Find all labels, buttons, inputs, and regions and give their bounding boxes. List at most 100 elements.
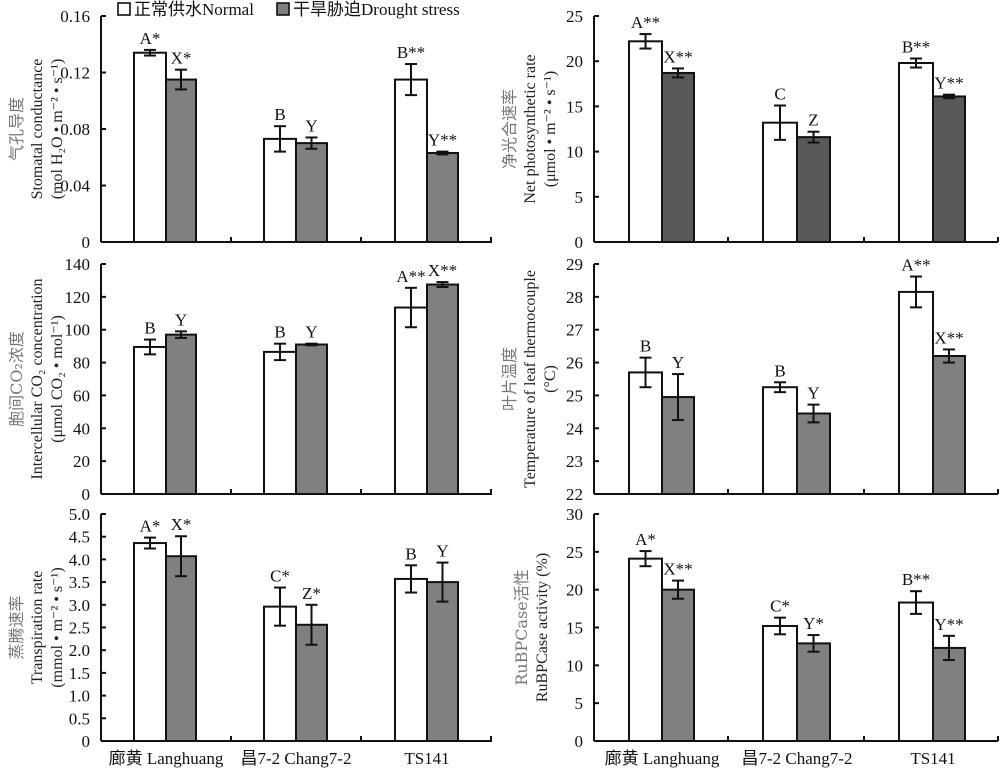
category-label: TS141 (404, 749, 449, 768)
y-tick-label: 10 (566, 143, 583, 162)
error-bar (807, 130, 820, 144)
error-bar (943, 93, 955, 100)
y-tick-label: 5.0 (69, 505, 90, 524)
y-tick-label: 20 (73, 452, 90, 471)
y-tick-label: 29 (566, 255, 583, 274)
error-bar (274, 586, 286, 627)
significance-label: X* (171, 515, 192, 534)
y-axis-label-en: Stomatal conductance (29, 59, 46, 200)
y-tick-label: 4.5 (69, 528, 90, 547)
significance-label: Y (305, 116, 317, 135)
bar-normal (263, 350, 297, 495)
bar-drought (426, 581, 459, 742)
error-bar (405, 286, 417, 329)
y-tick-label: 0.16 (60, 7, 90, 26)
y-axis-label-cn: 净光合速率 (500, 89, 519, 169)
y-tick-label: 26 (566, 354, 583, 373)
error-bar (144, 338, 156, 356)
bar-drought (165, 555, 197, 742)
significance-label: X* (171, 49, 192, 68)
y-tick-label: 40 (73, 419, 90, 438)
error-bar (910, 275, 922, 309)
error-bar (639, 550, 652, 568)
significance-label: B** (397, 43, 425, 62)
y-axis-label-unit: (μmol CO₂ • mol⁻¹) (49, 315, 66, 443)
bar-drought (796, 412, 831, 495)
y-tick-label: 2.0 (69, 641, 90, 660)
y-tick-label: 3.5 (69, 573, 90, 592)
y-tick-label: 0 (575, 732, 584, 751)
bar-normal (762, 121, 798, 243)
bar-normal (263, 605, 297, 743)
y-tick-label: 60 (73, 386, 90, 405)
panel-intercellular-co2: B B A** Y Y X** 0 20 40 60 80 100 120 140 胞间CO₂浓度 Inter… (7, 255, 492, 504)
error-bar (639, 356, 652, 389)
significance-label: B (274, 105, 285, 124)
significance-label: B (405, 544, 416, 563)
significance-label: A* (635, 530, 656, 549)
bar-normal (628, 40, 663, 244)
y-tick-label: 0 (575, 233, 584, 252)
error-bar (144, 536, 156, 550)
category-label: 廊黄 Langhuang (605, 749, 720, 768)
bar-normal (762, 624, 798, 743)
bar-normal (898, 62, 934, 244)
bar-normal (263, 137, 297, 243)
error-bar (436, 281, 449, 288)
error-bar (274, 342, 286, 362)
category-label: TS141 (910, 749, 955, 768)
bar-normal (394, 78, 428, 243)
y-tick-label: 1.0 (69, 687, 90, 706)
y-tick-label: 15 (566, 97, 583, 116)
y-tick-label: 0.04 (60, 177, 90, 196)
y-tick-label: 0.12 (60, 64, 90, 83)
y-tick-label: 20 (566, 52, 583, 71)
y-tick-label: 5 (575, 188, 584, 207)
y-tick-label: 0.08 (60, 120, 90, 139)
y-tick-label: 10 (566, 656, 583, 675)
error-bar (774, 616, 786, 636)
error-bar (774, 381, 786, 394)
error-bar (274, 125, 286, 153)
y-axis-label-en: RuBPCase activity (%) (534, 553, 551, 702)
significance-label: C (774, 84, 785, 103)
significance-label: Y* (803, 614, 824, 633)
y-tick-label: 22 (566, 485, 583, 504)
significance-label: Y** (934, 615, 963, 634)
significance-label: B** (902, 570, 930, 589)
error-bar (807, 403, 820, 424)
y-tick-label: 0 (82, 233, 91, 252)
significance-label: Y (807, 384, 819, 403)
error-bar (175, 330, 187, 339)
error-bar (436, 561, 449, 603)
bar-normal (133, 345, 167, 496)
significance-label: Y (305, 323, 317, 342)
y-tick-label: 5 (575, 694, 584, 713)
significance-label: B (774, 361, 785, 380)
significance-label: A** (631, 13, 660, 32)
bar-normal (898, 601, 934, 743)
significance-label: B (640, 337, 651, 356)
significance-label: X** (934, 328, 963, 347)
error-bar (807, 634, 820, 653)
category-label: 昌7-2 Chang7-2 (241, 749, 352, 768)
legend-normal-swatch (117, 2, 131, 16)
y-tick-label: 15 (566, 619, 583, 638)
y-axis-label-cn: RuBPCase活性 (512, 569, 531, 685)
bar-normal (898, 290, 934, 495)
significance-label: A** (396, 267, 425, 286)
y-tick-label: 25 (566, 7, 583, 26)
error-bar (175, 68, 187, 91)
bar-drought (932, 355, 966, 495)
significance-label: Y** (428, 131, 457, 150)
bar-drought (661, 71, 695, 244)
error-bar (305, 136, 318, 150)
error-bar (910, 57, 922, 69)
significance-label: Z (808, 111, 818, 130)
y-tick-label: 120 (65, 288, 91, 307)
panels: A* B B** X* Y Y** 0 0.04 0.08 0.12 0.16 气孔导度 Stomata… (7, 7, 999, 768)
significance-label: B** (902, 37, 930, 56)
significance-label: Z* (302, 584, 321, 603)
bar-drought (932, 646, 966, 742)
